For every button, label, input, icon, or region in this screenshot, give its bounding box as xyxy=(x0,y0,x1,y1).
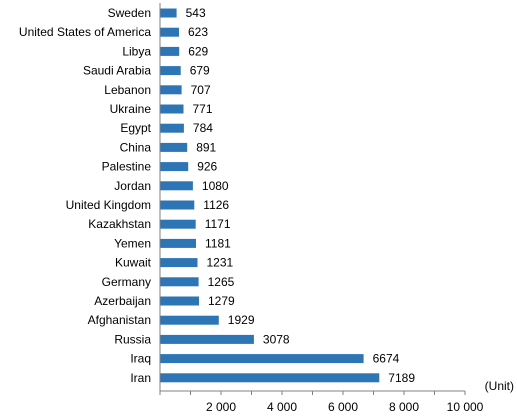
category-label: Azerbaijan xyxy=(94,294,151,308)
x-tick-label: 2 000 xyxy=(206,400,236,414)
x-tick-label: 6 000 xyxy=(328,400,358,414)
value-label: 1171 xyxy=(205,217,231,231)
bar-iraq xyxy=(160,354,364,364)
value-label: 629 xyxy=(188,44,208,58)
category-label: Germany xyxy=(102,275,151,289)
value-label: 543 xyxy=(186,6,206,20)
bar-iran xyxy=(160,373,380,383)
category-label: Jordan xyxy=(114,179,151,193)
bar-kuwait xyxy=(160,258,198,268)
category-label: United States of America xyxy=(19,25,151,39)
value-labels-group: 543 623 629 679 707 771 784 891 926 1080 1126 1171 1… xyxy=(186,6,416,385)
bar-ukraine xyxy=(160,104,184,114)
bar-lebanon xyxy=(160,85,182,95)
value-label: 891 xyxy=(196,140,216,154)
unit-label: (Unit) xyxy=(485,379,514,393)
bar-kazakhstan xyxy=(160,219,196,229)
category-label: Yemen xyxy=(114,236,151,250)
value-label: 1929 xyxy=(228,313,255,327)
bar-jordan xyxy=(160,181,193,191)
value-label: 1231 xyxy=(207,256,234,270)
bar-russia xyxy=(160,334,254,344)
bar-palestine xyxy=(160,162,189,172)
value-label: 1126 xyxy=(203,198,229,212)
value-label: 707 xyxy=(191,83,211,97)
category-label: Ukraine xyxy=(110,102,152,116)
value-label: 679 xyxy=(190,64,210,78)
category-label: Saudi Arabia xyxy=(83,64,151,78)
category-label: Egypt xyxy=(120,121,151,135)
value-label: 1279 xyxy=(208,294,235,308)
category-label: Russia xyxy=(114,332,151,346)
value-label: 1181 xyxy=(205,236,231,250)
value-label: 1265 xyxy=(208,275,235,289)
category-label: China xyxy=(120,140,152,154)
bar-libya xyxy=(160,46,180,56)
bar-egypt xyxy=(160,123,184,133)
bar-afghanistan xyxy=(160,315,219,325)
category-label: Iran xyxy=(130,371,151,385)
x-tick-label: 10 000 xyxy=(447,400,484,414)
category-label: Palestine xyxy=(102,160,152,174)
bar-china xyxy=(160,142,188,152)
category-label: Iraq xyxy=(130,352,151,366)
bar-yemen xyxy=(160,238,196,248)
x-tick-label: 8 000 xyxy=(389,400,419,414)
value-label: 771 xyxy=(193,102,213,116)
value-label: 6674 xyxy=(373,352,400,366)
category-label: Lebanon xyxy=(104,83,151,97)
bar-germany xyxy=(160,277,199,287)
category-label: Kazakhstan xyxy=(88,217,151,231)
bar-saudi-arabia xyxy=(160,66,181,76)
category-label: Kuwait xyxy=(115,256,152,270)
bar-azerbaijan xyxy=(160,296,199,306)
category-label: United Kingdom xyxy=(66,198,151,212)
value-label: 1080 xyxy=(202,179,229,193)
category-labels-group: Sweden United States of America Libya Saudi… xyxy=(19,6,152,385)
value-label: 926 xyxy=(197,160,217,174)
bars-group xyxy=(160,8,380,383)
x-tick-label: 4 000 xyxy=(267,400,297,414)
value-label: 784 xyxy=(193,121,213,135)
bar-united-states-of-america xyxy=(160,27,179,37)
value-label: 7189 xyxy=(388,371,415,385)
value-label: 3078 xyxy=(263,332,290,346)
category-label: Libya xyxy=(122,44,151,58)
bar-united-kingdom xyxy=(160,200,195,210)
bar-sweden xyxy=(160,8,177,18)
category-label: Afghanistan xyxy=(88,313,151,327)
value-label: 623 xyxy=(188,25,208,39)
category-label: Sweden xyxy=(108,6,151,20)
x-axis-group: 2 000 4 000 6 000 8 000 10 000 xyxy=(159,3,484,414)
